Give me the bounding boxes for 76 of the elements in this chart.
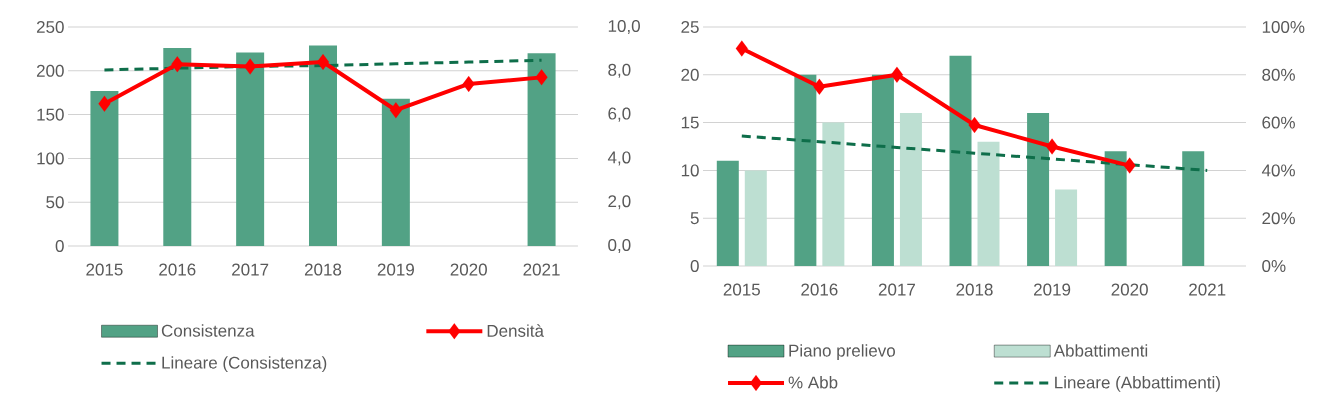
x-tick-label: 2021 (1189, 283, 1226, 296)
bar (822, 122, 845, 266)
y2-tick-label: 80% (1262, 68, 1295, 81)
point (1046, 138, 1059, 155)
bar (1055, 189, 1078, 266)
y-tick-label: 250 (36, 20, 64, 34)
bar (236, 52, 265, 246)
point (462, 75, 475, 92)
point (968, 116, 981, 134)
y2-tick-label: 8,0 (608, 63, 631, 78)
x-tick-label: 2016 (159, 263, 196, 276)
point (1123, 157, 1136, 174)
x-tick-label: 2021 (523, 263, 560, 276)
bar (309, 45, 337, 246)
bar (744, 170, 767, 266)
y-tick-label: 200 (36, 64, 64, 77)
bar (977, 141, 1000, 266)
bar (163, 48, 192, 246)
bar (899, 113, 922, 266)
y-tick-label: 100 (37, 152, 64, 165)
y-tick-label: 20 (681, 68, 699, 81)
point (535, 69, 548, 86)
x-tick-label: 2020 (1111, 283, 1148, 296)
x-tick-label: 2015 (723, 283, 760, 296)
legend-label: % Abb (788, 376, 838, 389)
y-tick-label: 150 (37, 108, 64, 121)
bar (90, 90, 119, 246)
x-tick-label: 2015 (86, 263, 123, 276)
y2-tick-label: 4,0 (607, 151, 631, 166)
legend-label: Lineare (Abbattimenti) (1055, 376, 1220, 392)
legend-label: Densità (487, 324, 544, 337)
point (98, 95, 111, 112)
point (316, 53, 330, 71)
y-tick-label: 0 (55, 239, 64, 253)
x-tick-label: 2019 (1034, 283, 1071, 296)
legend-label: Abbattimenti (1053, 344, 1148, 357)
y2-tick-label: 6,0 (608, 107, 631, 122)
point (171, 56, 184, 73)
bar (381, 98, 410, 246)
bar (716, 160, 739, 266)
point (389, 102, 402, 119)
x-tick-label: 2017 (878, 283, 915, 296)
point (813, 78, 826, 95)
x-tick-label: 2017 (232, 263, 269, 276)
y2-tick-label: 2,0 (608, 195, 631, 210)
y2-tick-label: 100% (1262, 20, 1305, 34)
bar (1027, 113, 1050, 266)
y2-tick-label: 0,0 (608, 238, 631, 254)
point (244, 58, 257, 75)
y-tick-label: 10 (681, 164, 699, 177)
point (890, 66, 903, 83)
bar (949, 55, 972, 266)
bar (527, 53, 556, 246)
y-tick-label: 25 (681, 20, 699, 34)
x-tick-label: 2019 (377, 263, 414, 276)
y-tick-label: 5 (690, 212, 699, 225)
x-tick-label: 2016 (801, 283, 838, 296)
y-tick-label: 15 (681, 116, 699, 129)
x-tick-label: 2020 (450, 263, 487, 276)
y2-tick-label: 20% (1262, 212, 1295, 225)
bar (794, 74, 817, 266)
y2-tick-label: 60% (1262, 116, 1295, 129)
y2-tick-label: 10,0 (608, 19, 640, 35)
legend-label: Piano prelievo (789, 344, 895, 361)
y2-tick-label: 40% (1261, 164, 1295, 177)
y-tick-label: 0 (690, 259, 699, 273)
bar (1182, 151, 1205, 266)
y2-tick-label: 0% (1262, 259, 1286, 273)
point (735, 40, 748, 57)
y-tick-label: 50 (46, 196, 64, 209)
legend-label: Lineare (Consistenza) (162, 356, 327, 373)
x-tick-label: 2018 (956, 283, 993, 296)
bar (1104, 151, 1127, 266)
x-tick-label: 2018 (304, 263, 342, 276)
legend-label: Consistenza (161, 324, 255, 337)
bar (871, 74, 894, 266)
